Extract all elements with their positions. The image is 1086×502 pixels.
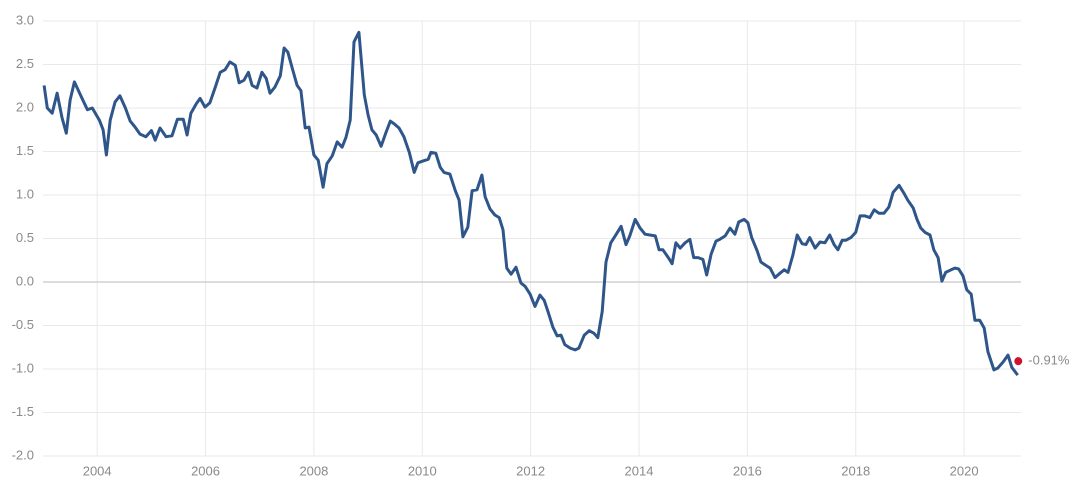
- x-tick-label: 2012: [516, 463, 545, 478]
- x-tick-label: 2014: [625, 463, 654, 478]
- y-tick-label: 3.0: [16, 12, 34, 27]
- x-tick-label: 2016: [733, 463, 762, 478]
- last-point-label: -0.91%: [1028, 353, 1070, 368]
- y-tick-label: 2.0: [16, 99, 34, 114]
- x-tick-label: 2020: [950, 463, 979, 478]
- x-tick-label: 2010: [408, 463, 437, 478]
- data-line: [42, 30, 1019, 377]
- y-tick-label: -1.5: [12, 404, 34, 419]
- y-tick-label: 1.0: [16, 186, 34, 201]
- x-tick-label: 2018: [841, 463, 870, 478]
- y-tick-label: 1.5: [16, 143, 34, 158]
- x-tick-label: 2008: [299, 463, 328, 478]
- y-tick-label: -2.0: [12, 447, 34, 462]
- x-tick-label: 2006: [191, 463, 220, 478]
- y-tick-label: 2.5: [16, 56, 34, 71]
- y-tick-label: -1.0: [12, 360, 34, 375]
- last-point-marker: [1014, 357, 1023, 366]
- y-tick-label: 0.5: [16, 230, 34, 245]
- y-tick-label: 0.0: [16, 273, 34, 288]
- x-tick-label: 2004: [83, 463, 112, 478]
- y-tick-label: -0.5: [12, 317, 34, 332]
